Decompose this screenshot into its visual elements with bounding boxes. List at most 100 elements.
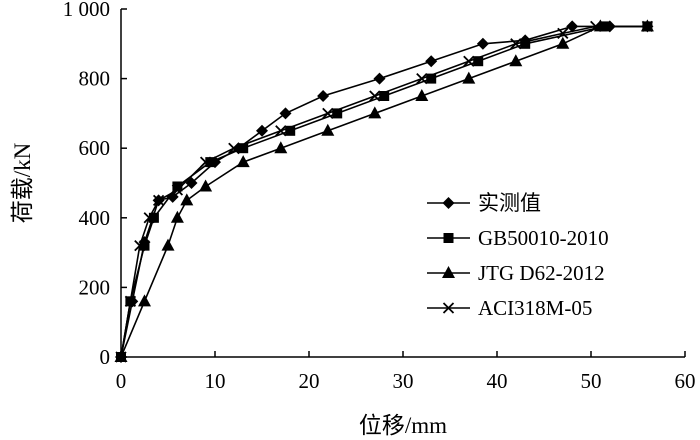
legend-label: ACI318M-05	[478, 296, 592, 320]
y-tick-label: 800	[79, 67, 111, 91]
x-marker-stroke	[152, 194, 165, 207]
x-marker-stroke	[590, 20, 602, 33]
x-marker-stroke	[115, 351, 127, 363]
data-point-x	[510, 38, 522, 50]
data-point-square	[139, 240, 150, 251]
legend-marker-x	[442, 302, 455, 314]
series-line	[120, 25, 648, 358]
data-point-diamond	[476, 37, 489, 50]
data-point-x	[115, 351, 127, 363]
legend-marker-triangle	[442, 266, 455, 278]
data-point-triangle	[170, 210, 184, 223]
y-axis-title: 荷载/kN	[10, 142, 35, 223]
data-point-square	[332, 108, 343, 119]
x-axis-title: 位移/mm	[359, 413, 447, 438]
data-point-diamond	[317, 90, 330, 102]
data-point-triangle	[138, 294, 151, 307]
data-point-diamond	[279, 107, 292, 120]
data-point-triangle	[274, 141, 288, 154]
x-marker-stroke	[463, 55, 475, 67]
x-marker-stroke	[442, 302, 455, 314]
x-marker-stroke	[416, 72, 428, 85]
data-point-triangle	[161, 238, 175, 251]
x-marker-stroke	[369, 90, 381, 102]
data-point-diamond	[256, 124, 268, 137]
data-point-triangle	[556, 36, 570, 49]
series-line	[120, 25, 648, 358]
x-marker-stroke	[124, 295, 137, 307]
x-ticks: 0 10 20 30 40 50 60	[116, 351, 696, 393]
x-marker-stroke	[171, 184, 184, 196]
y-tick-label: 0	[100, 345, 111, 369]
data-point-diamond	[373, 72, 386, 85]
data-point-square	[172, 181, 183, 192]
data-point-x	[590, 20, 602, 33]
x-marker-stroke	[275, 125, 287, 137]
data-point-square	[148, 212, 159, 223]
data-point-x	[416, 72, 428, 85]
legend-item: ACI318M-05	[427, 296, 592, 320]
x-marker-stroke	[134, 240, 146, 252]
y-ticks: 0 200 400 600 800 1 000	[63, 0, 127, 369]
data-point-x	[124, 295, 137, 307]
x-marker-stroke	[228, 142, 240, 154]
data-point-square	[426, 73, 437, 84]
legend-item: JTG D62-2012	[427, 261, 605, 285]
data-point-x	[275, 125, 287, 137]
series-layer	[114, 19, 654, 363]
x-marker-stroke	[143, 212, 155, 224]
data-point-square	[238, 143, 249, 154]
data-point-x	[134, 240, 146, 252]
legend-item: GB50010-2010	[427, 226, 609, 250]
y-tick-label: 200	[79, 275, 111, 299]
x-marker-stroke	[557, 27, 569, 39]
data-point-square	[379, 91, 390, 101]
x-tick-label: 20	[299, 369, 320, 393]
x-tick-label: 40	[487, 369, 508, 393]
legend-item: 实测值	[427, 191, 541, 215]
data-point-triangle	[180, 193, 194, 206]
legend-label: 实测值	[478, 191, 541, 215]
data-point-diamond	[425, 55, 438, 68]
data-point-square	[520, 38, 531, 49]
y-tick-label: 400	[79, 206, 111, 230]
data-point-square	[473, 56, 484, 67]
data-point-x	[228, 142, 240, 154]
data-point-x	[143, 212, 155, 224]
data-point-square	[285, 125, 296, 136]
data-point-triangle	[236, 155, 250, 168]
legend-marker-square	[443, 233, 454, 243]
x-marker-stroke	[322, 107, 334, 120]
data-point-square	[205, 157, 216, 168]
data-point-triangle	[199, 179, 213, 192]
legend-label: JTG D62-2012	[478, 261, 605, 285]
data-point-x	[369, 90, 381, 102]
legend-marker-diamond	[442, 197, 455, 209]
legend-label: GB50010-2010	[478, 226, 609, 250]
legend: 实测值 GB50010-2010 JTG D62-2012 ACI318M-05	[427, 191, 609, 320]
x-tick-label: 30	[393, 369, 414, 393]
data-point-x	[463, 55, 475, 67]
data-point-x	[322, 107, 334, 120]
data-point-x	[152, 194, 165, 207]
x-tick-label: 0	[116, 369, 127, 393]
data-point-triangle	[321, 123, 335, 136]
y-tick-label: 1 000	[63, 0, 110, 21]
series-4	[115, 20, 654, 363]
data-point-triangle	[415, 89, 429, 101]
x-marker-stroke	[510, 38, 522, 50]
x-tick-label: 50	[581, 369, 602, 393]
data-point-x	[171, 184, 184, 196]
x-marker-stroke	[641, 20, 654, 33]
x-marker-stroke	[199, 156, 212, 168]
data-point-triangle	[462, 71, 476, 84]
data-point-x	[557, 27, 569, 39]
data-point-triangle	[368, 106, 382, 119]
data-point-x	[641, 20, 654, 33]
x-tick-label: 60	[675, 369, 696, 393]
data-point-x	[199, 156, 212, 168]
data-point-diamond	[566, 20, 579, 33]
plot-area: 0 10 20 30 40 50 60 0 200 400 600 800 1 000	[63, 0, 696, 393]
y-tick-label: 600	[79, 136, 111, 160]
